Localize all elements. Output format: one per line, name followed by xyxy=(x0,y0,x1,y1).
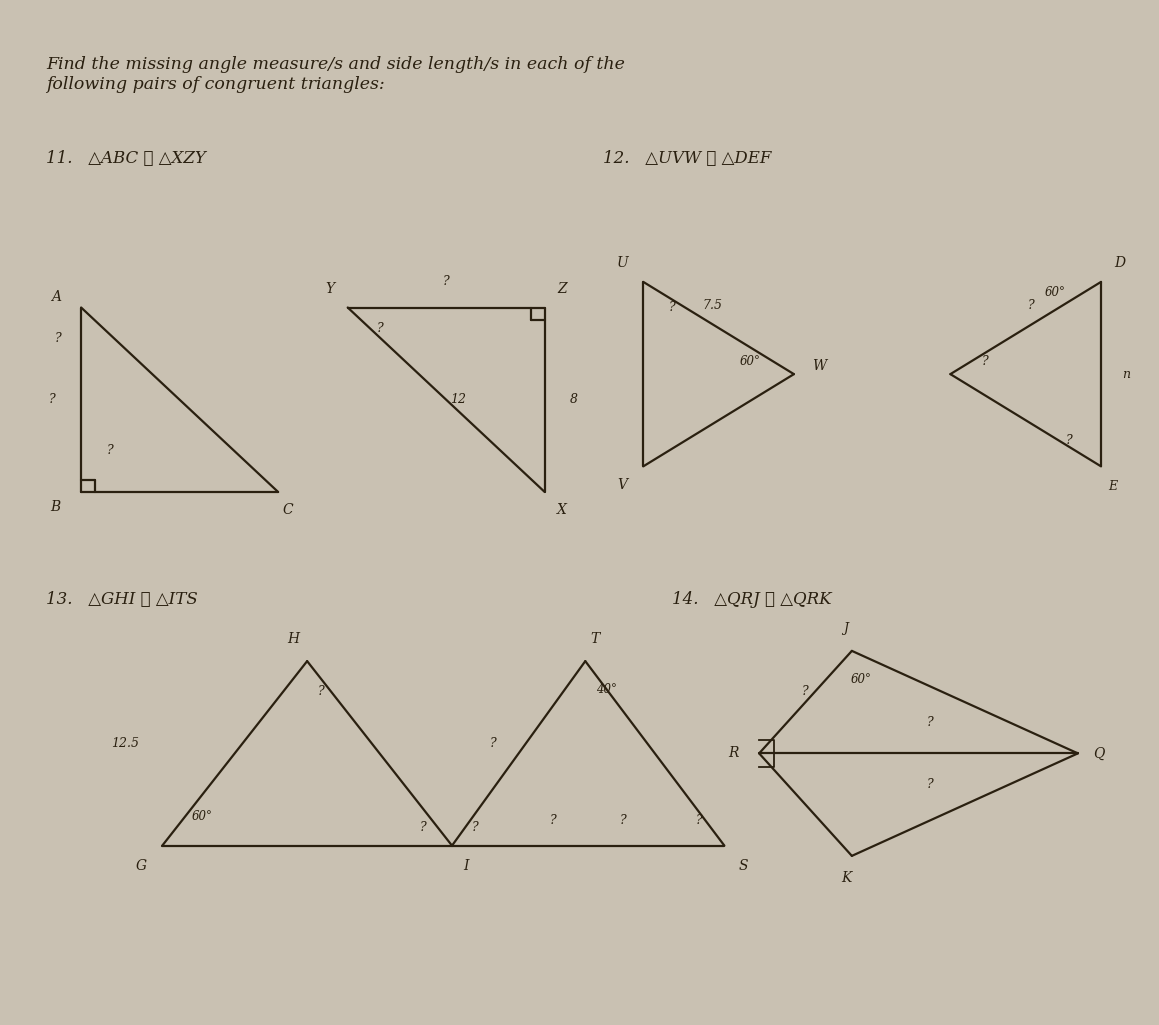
Text: 13.   △GHI ≅ △ITS: 13. △GHI ≅ △ITS xyxy=(46,591,198,608)
Text: ?: ? xyxy=(49,394,56,406)
Text: ?: ? xyxy=(472,821,479,833)
Text: 11.   △ABC ≅ △XZY: 11. △ABC ≅ △XZY xyxy=(46,151,206,167)
Text: ?: ? xyxy=(107,445,114,457)
Text: 14.   △QRJ ≅ △QRK: 14. △QRJ ≅ △QRK xyxy=(672,591,832,608)
Text: ?: ? xyxy=(695,814,702,826)
Text: I: I xyxy=(464,859,468,873)
Text: n: n xyxy=(1123,368,1130,380)
Text: R: R xyxy=(728,746,739,761)
Text: G: G xyxy=(136,859,147,873)
Text: 60°: 60° xyxy=(739,356,760,368)
Text: ?: ? xyxy=(1065,435,1072,447)
Text: ?: ? xyxy=(443,276,450,288)
Text: ?: ? xyxy=(620,814,626,826)
Text: ?: ? xyxy=(54,332,61,344)
Text: 12.   △UVW ≅ △DEF: 12. △UVW ≅ △DEF xyxy=(603,151,771,167)
Text: ?: ? xyxy=(551,814,556,826)
Text: ?: ? xyxy=(490,737,496,749)
Text: Find the missing angle measure/s and side length/s in each of the
following pair: Find the missing angle measure/s and sid… xyxy=(46,56,625,93)
Text: B: B xyxy=(51,500,60,515)
Text: U: U xyxy=(617,256,628,271)
Text: T: T xyxy=(590,631,599,646)
Text: ?: ? xyxy=(669,301,676,314)
Text: Z: Z xyxy=(557,282,567,296)
Text: 7.5: 7.5 xyxy=(702,299,723,312)
Text: H: H xyxy=(287,631,299,646)
Text: D: D xyxy=(1114,256,1125,271)
Text: 8: 8 xyxy=(570,394,577,406)
Text: ?: ? xyxy=(1028,299,1035,312)
Text: Q: Q xyxy=(1093,746,1105,761)
Text: E: E xyxy=(1108,481,1117,493)
Text: 60°: 60° xyxy=(851,673,872,686)
Text: 12: 12 xyxy=(450,394,466,406)
Text: 40°: 40° xyxy=(596,684,617,696)
Text: ?: ? xyxy=(802,686,809,698)
Text: 60°: 60° xyxy=(1044,286,1065,298)
Text: X: X xyxy=(557,503,567,518)
Text: K: K xyxy=(841,871,851,886)
Text: J: J xyxy=(844,622,848,634)
Text: 60°: 60° xyxy=(191,811,212,823)
Text: ?: ? xyxy=(318,686,325,698)
Text: ?: ? xyxy=(377,322,384,334)
Text: A: A xyxy=(51,290,60,304)
Text: W: W xyxy=(812,359,826,373)
Text: ?: ? xyxy=(982,356,989,368)
Text: S: S xyxy=(738,859,748,873)
Text: ?: ? xyxy=(927,778,933,790)
Text: Y: Y xyxy=(326,282,335,296)
Text: 12.5: 12.5 xyxy=(111,737,139,749)
Text: ?: ? xyxy=(420,821,427,833)
Text: V: V xyxy=(618,478,627,492)
Text: ?: ? xyxy=(927,716,933,729)
Text: C: C xyxy=(282,503,293,518)
